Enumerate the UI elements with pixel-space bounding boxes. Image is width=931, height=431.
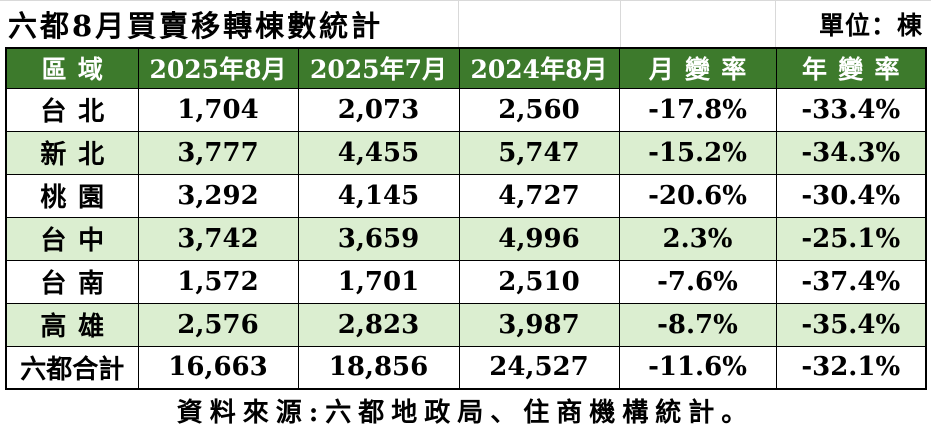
table-row: 台中 3,742 3,659 4,996 2.3% -25.1% <box>5 216 927 261</box>
table-row: 六都合計 16,663 18,856 24,527 -11.6% -32.1% <box>5 345 927 390</box>
value-cell: 2.3% <box>618 216 777 261</box>
value-cell: 4,727 <box>458 173 620 218</box>
value-cell: -25.1% <box>775 216 927 261</box>
value-cell: 5,747 <box>458 130 620 175</box>
value-cell: 3,777 <box>137 130 299 175</box>
value-cell: -30.4% <box>775 173 927 218</box>
table-row: 台南 1,572 1,701 2,510 -7.6% -37.4% <box>5 259 927 304</box>
value-cell: -20.6% <box>618 173 777 218</box>
value-cell: 3,659 <box>297 216 460 261</box>
spreadsheet-gridline <box>458 1 459 47</box>
spreadsheet-gridline <box>775 1 776 47</box>
value-cell: 2,576 <box>137 302 299 347</box>
column-header: 2025年7月 <box>297 47 460 89</box>
table-row: 桃園 3,292 4,145 4,727 -20.6% -30.4% <box>5 173 927 218</box>
column-header: 2024年8月 <box>458 47 620 89</box>
value-cell: 4,455 <box>297 130 460 175</box>
value-cell: 3,987 <box>458 302 620 347</box>
page-title: 六都8月買賣移轉棟數統計 <box>8 9 384 43</box>
title-bar: 六都8月買賣移轉棟數統計 單位：棟 <box>0 0 931 47</box>
table-row: 台北 1,704 2,073 2,560 -17.8% -33.4% <box>5 87 927 132</box>
header-row: 區域 2025年8月 2025年7月 2024年8月 月變率 年變率 <box>5 47 927 89</box>
source-note: 資料來源:六都地政局、住商機構統計。 <box>0 390 931 431</box>
value-cell: 2,510 <box>458 259 620 304</box>
value-cell: 1,701 <box>297 259 460 304</box>
region-cell: 新北 <box>5 130 139 175</box>
column-header: 2025年8月 <box>137 47 299 89</box>
value-cell: -8.7% <box>618 302 777 347</box>
value-cell: -17.8% <box>618 87 777 132</box>
region-cell: 高雄 <box>5 302 139 347</box>
value-cell: 4,145 <box>297 173 460 218</box>
region-cell: 六都合計 <box>5 345 139 390</box>
column-header: 年變率 <box>775 47 927 89</box>
region-cell: 桃園 <box>5 173 139 218</box>
unit-label: 單位：棟 <box>818 11 923 40</box>
value-cell: 16,663 <box>137 345 299 390</box>
value-cell: 1,704 <box>137 87 299 132</box>
region-cell: 台中 <box>5 216 139 261</box>
value-cell: -34.3% <box>775 130 927 175</box>
value-cell: 4,996 <box>458 216 620 261</box>
column-header: 月變率 <box>618 47 777 89</box>
spreadsheet-gridline <box>620 1 621 47</box>
region-cell: 台南 <box>5 259 139 304</box>
value-cell: 24,527 <box>458 345 620 390</box>
value-cell: -37.4% <box>775 259 927 304</box>
value-cell: 18,856 <box>297 345 460 390</box>
table-row: 高雄 2,576 2,823 3,987 -8.7% -35.4% <box>5 302 927 347</box>
value-cell: -11.6% <box>618 345 777 390</box>
value-cell: -7.6% <box>618 259 777 304</box>
column-header: 區域 <box>5 47 139 89</box>
value-cell: 3,292 <box>137 173 299 218</box>
value-cell: 2,560 <box>458 87 620 132</box>
value-cell: 3,742 <box>137 216 299 261</box>
table-row: 新北 3,777 4,455 5,747 -15.2% -34.3% <box>5 130 927 175</box>
value-cell: -35.4% <box>775 302 927 347</box>
stats-table: 區域 2025年8月 2025年7月 2024年8月 月變率 年變率 台北 1,704 2,0… <box>5 47 927 390</box>
value-cell: -33.4% <box>775 87 927 132</box>
value-cell: 2,823 <box>297 302 460 347</box>
value-cell: 2,073 <box>297 87 460 132</box>
value-cell: -32.1% <box>775 345 927 390</box>
region-cell: 台北 <box>5 87 139 132</box>
value-cell: 1,572 <box>137 259 299 304</box>
value-cell: -15.2% <box>618 130 777 175</box>
